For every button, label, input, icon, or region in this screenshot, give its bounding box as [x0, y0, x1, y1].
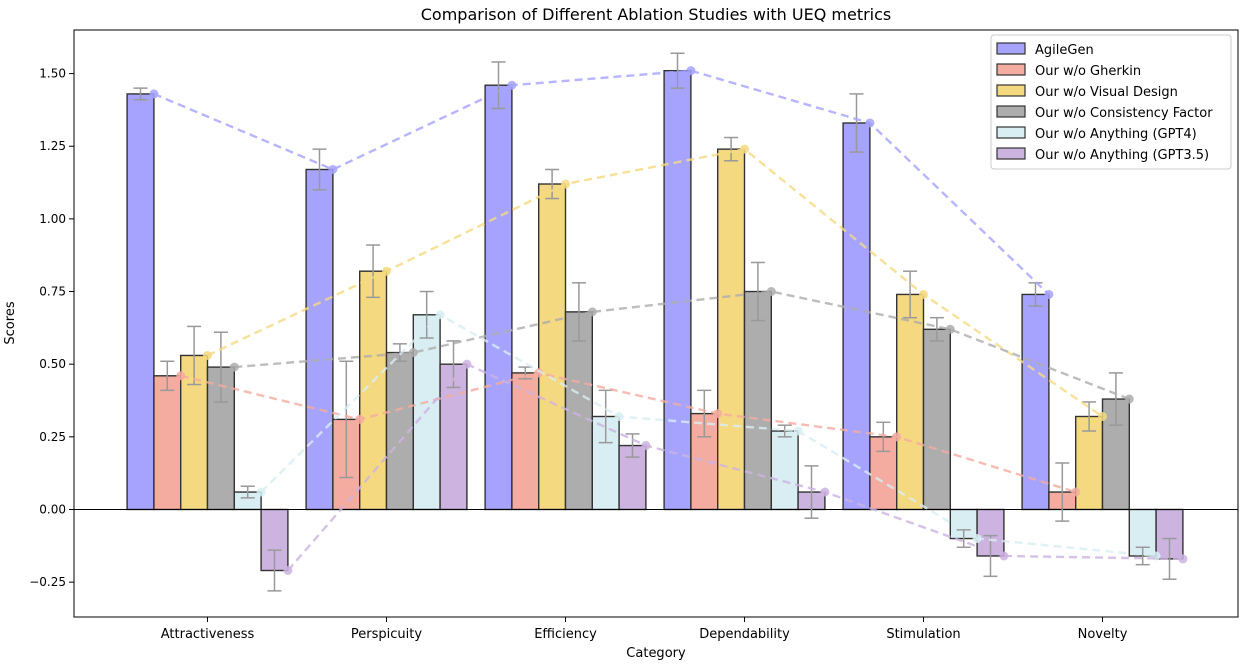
- bar: [770, 430, 799, 511]
- legend-swatch: [996, 63, 1026, 76]
- trend-marker: [641, 441, 651, 451]
- trend-marker: [408, 348, 418, 358]
- bar: [663, 69, 692, 511]
- legend-label: Our w/o Consistency Factor: [1035, 106, 1213, 121]
- trend-marker: [1098, 411, 1107, 421]
- trend-marker: [229, 362, 239, 372]
- bar: [1021, 293, 1050, 511]
- trend-marker: [1178, 554, 1188, 564]
- trend-marker: [793, 426, 803, 436]
- trend-marker: [686, 66, 696, 76]
- legend-label: Our w/o Anything (GPT3.5): [1035, 148, 1209, 163]
- bar: [305, 168, 334, 511]
- plot-area: −0.25 0.00 0.25 0.50 0.75 1.00 1.25 1.50 Attract…: [29, 29, 1239, 642]
- trend-marker: [740, 144, 749, 154]
- y-tick-label: 0.75: [39, 285, 66, 299]
- trend-marker: [355, 414, 365, 424]
- legend-label: AgileGen: [1035, 43, 1094, 58]
- trend-marker: [713, 409, 723, 419]
- plot-frame: [73, 29, 1239, 618]
- trend-marker: [587, 307, 597, 317]
- trend-line: [206, 147, 1104, 418]
- trend-marker: [1071, 487, 1081, 497]
- bar: [511, 372, 540, 511]
- trend-marker: [534, 368, 544, 378]
- trend-marker: [865, 118, 875, 128]
- y-tick-label: 0.25: [39, 430, 66, 444]
- bar: [922, 328, 951, 511]
- trend-marker: [614, 411, 624, 421]
- x-tick-label: Perspicuity: [351, 627, 422, 642]
- y-tick-label: −0.25: [29, 575, 66, 589]
- trend-marker: [820, 487, 830, 497]
- trend-marker: [561, 179, 570, 189]
- trend-line: [180, 371, 1077, 494]
- legend-swatch: [996, 84, 1026, 97]
- x-axis-label: Category: [626, 646, 686, 661]
- x-tick-label: Stimulation: [886, 627, 960, 642]
- trend-marker: [919, 289, 928, 299]
- bar: [743, 290, 772, 511]
- trend-marker: [766, 287, 776, 297]
- chart-title: Comparison of Different Ablation Studies…: [421, 5, 892, 24]
- x-tick-label: Efficiency: [534, 627, 597, 642]
- trend-line: [153, 69, 1050, 296]
- bar: [1074, 415, 1104, 511]
- trend-line: [234, 290, 1130, 401]
- y-tick-label: 1.00: [39, 212, 66, 226]
- trend-marker: [462, 359, 472, 369]
- y-tick-label: 1.25: [39, 139, 66, 153]
- trend-line: [260, 313, 1157, 558]
- trend-marker: [176, 371, 186, 381]
- bar: [260, 508, 289, 572]
- y-tick-label: 1.50: [39, 67, 66, 81]
- bar: [538, 183, 567, 511]
- legend-swatch: [996, 105, 1026, 118]
- trend-marker: [203, 350, 212, 360]
- trend-marker: [945, 324, 955, 334]
- trend-marker: [892, 432, 902, 442]
- bar: [717, 148, 746, 511]
- x-tick-label: Attractiveness: [161, 627, 255, 642]
- legend-label: Our w/o Gherkin: [1035, 64, 1141, 79]
- legend-swatch: [996, 147, 1026, 160]
- bar: [896, 293, 925, 511]
- trend-marker: [1044, 289, 1054, 299]
- trend-marker: [435, 310, 445, 320]
- y-axis-label: Scores: [3, 301, 18, 344]
- x-tick-label: Novelty: [1078, 627, 1128, 642]
- legend-swatch: [996, 126, 1026, 139]
- bar: [842, 122, 871, 511]
- bar: [126, 93, 155, 511]
- trend-marker: [283, 566, 293, 576]
- trend-marker: [507, 80, 517, 90]
- legend: AgileGen Our w/o Gherkin Our w/o Visual De…: [990, 34, 1232, 170]
- legend-swatch: [996, 42, 1026, 55]
- x-tick-label: Dependability: [699, 627, 790, 642]
- bar: [153, 375, 182, 511]
- legend-label: Our w/o Visual Design: [1035, 85, 1178, 100]
- trend-marker: [149, 89, 159, 99]
- trend-marker: [972, 534, 982, 544]
- trend-marker: [382, 266, 391, 276]
- y-tick-label: 0.00: [39, 502, 66, 516]
- trend-marker: [999, 551, 1009, 561]
- trend-line: [286, 362, 1183, 572]
- legend-label: Our w/o Anything (GPT4): [1035, 127, 1197, 142]
- trend-marker: [1124, 394, 1134, 404]
- trend-marker: [328, 164, 338, 174]
- trend-marker: [256, 487, 266, 497]
- y-tick-label: 0.50: [39, 357, 66, 371]
- bar: [484, 84, 513, 511]
- legend-box: [990, 34, 1232, 170]
